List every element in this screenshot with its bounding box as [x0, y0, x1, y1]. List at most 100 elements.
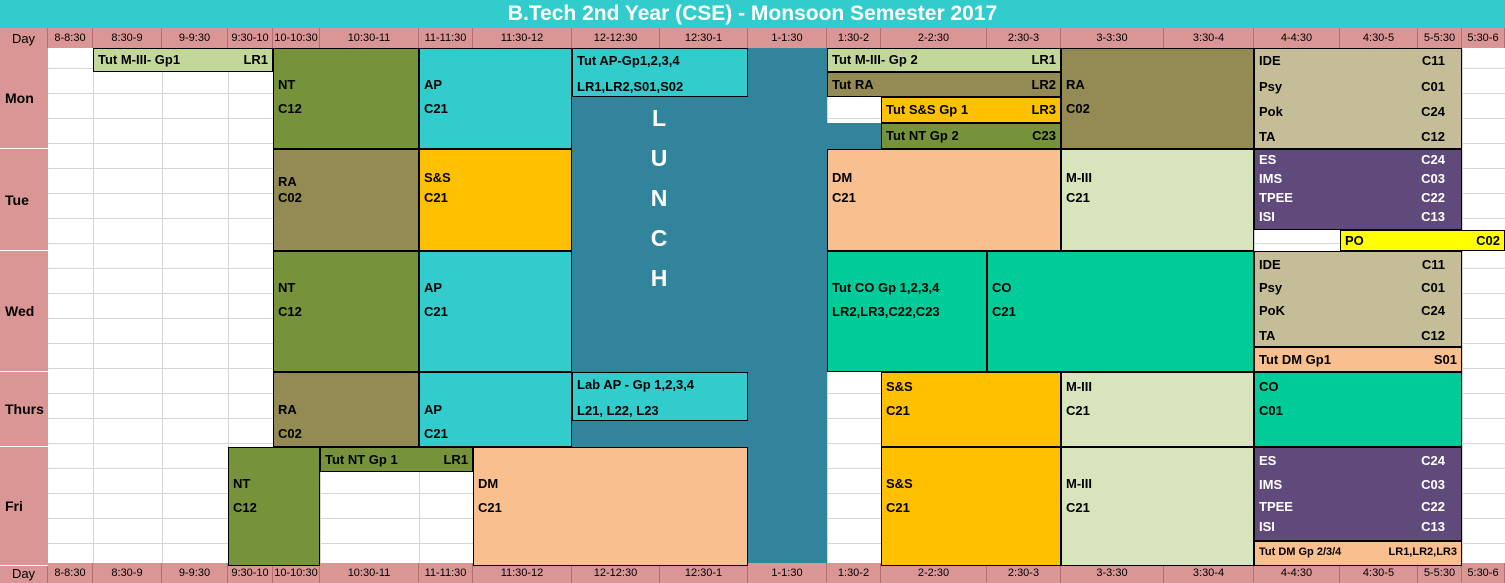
- course-block-label: AP: [424, 280, 443, 295]
- elective-room: C22: [1421, 190, 1445, 205]
- tut-block-label: Tut CO Gp 1,2,3,4: [832, 280, 940, 295]
- elective-room: C03: [1421, 171, 1445, 186]
- course-block-room: C21: [1066, 403, 1090, 418]
- course-block-room: C21: [424, 190, 448, 205]
- course-block-label: RA: [278, 174, 297, 189]
- elective-name: Psy: [1259, 79, 1283, 94]
- tut-block: Tut M-III- Gp1 LR1: [93, 48, 273, 72]
- gridline: [1462, 48, 1463, 566]
- day-label: Mon: [0, 48, 48, 149]
- elective-name: Pok: [1259, 104, 1283, 119]
- tut-block-room: C23: [1032, 128, 1056, 143]
- tut-block: Tut NT Gp 1 LR1: [320, 447, 473, 472]
- course-block-room: C21: [424, 304, 448, 319]
- day-label: Tue: [0, 149, 48, 251]
- tut-block-label: Tut S&S Gp 1: [886, 102, 969, 117]
- lunch-letter: N: [650, 185, 668, 211]
- elective-room: C12: [1421, 328, 1445, 343]
- course-block: CO C21: [987, 251, 1254, 372]
- course-block-room: C12: [278, 101, 302, 116]
- time-slot-header: 12:30-1: [660, 28, 748, 48]
- tut-block: Tut DM Gp1 S01: [1254, 347, 1462, 372]
- time-slot-header: 9-9:30: [162, 28, 228, 48]
- tut-block-room: S01: [1433, 351, 1457, 367]
- time-slot-header: 4:30-5: [1340, 563, 1418, 583]
- tut-block-label: Tut M-III- Gp1: [98, 52, 181, 67]
- tut-block-room: LR1: [243, 52, 268, 67]
- elective-name: PoK: [1259, 303, 1285, 318]
- elective-room: C24: [1421, 104, 1445, 119]
- po-block: PO C02: [1340, 230, 1505, 251]
- time-slot-header: 2:30-3: [987, 28, 1061, 48]
- course-block-room: C21: [424, 426, 448, 441]
- time-slot-header: 3-3:30: [1061, 28, 1164, 48]
- elective-name: IDE: [1259, 53, 1281, 68]
- time-slot-header: 12-12:30: [572, 28, 660, 48]
- day-column-header: Day: [0, 28, 48, 48]
- course-block-room: C21: [424, 101, 448, 116]
- lunch-letter: C: [650, 225, 668, 251]
- tut-block-room: LR1,LR2,LR3: [1388, 545, 1457, 558]
- course-block-room: C12: [233, 500, 257, 515]
- time-slot-header: 5-5:30: [1418, 563, 1462, 583]
- elective-name: ISI: [1259, 209, 1275, 224]
- elective-room: C01: [1421, 79, 1445, 94]
- lunch-band: [572, 97, 748, 123]
- time-slot-header: 10-10:30: [273, 563, 320, 583]
- tut-block-label: Tut M-III- Gp 2: [832, 52, 918, 67]
- time-slot-header: 5:30-6: [1462, 28, 1505, 48]
- lab-block-label: Lab AP - Gp 1,2,3,4: [577, 377, 695, 392]
- tut-block: Tut DM Gp 2/3/4 LR1,LR2,LR3: [1254, 541, 1462, 566]
- course-block-label: DM: [478, 476, 499, 491]
- elective-room: C24: [1421, 152, 1445, 167]
- course-block: DM C21: [827, 149, 1061, 251]
- time-slot-header: 2-2:30: [881, 563, 987, 583]
- elective-name: TA: [1259, 328, 1276, 343]
- electives-block: ES C24 IMS C03 TPEE C22 ISI C13: [1254, 447, 1462, 541]
- time-slot-header: 3:30-4: [1164, 28, 1254, 48]
- elective-room: C24: [1421, 453, 1445, 468]
- time-slot-header: 9-9:30: [162, 563, 228, 583]
- course-block: CO C01: [1254, 372, 1462, 447]
- time-slot-header: 5-5:30: [1418, 28, 1462, 48]
- tut-block: Tut NT Gp 2 C23: [881, 123, 1061, 149]
- elective-room: C03: [1421, 477, 1445, 492]
- time-slot-header: 4-4:30: [1254, 28, 1340, 48]
- course-block-label: S&S: [886, 476, 913, 491]
- elective-name: ES: [1259, 152, 1277, 167]
- day-label: Thurs: [0, 372, 48, 447]
- page-title: B.Tech 2nd Year (CSE) - Monsoon Semester…: [0, 0, 1505, 28]
- course-block-room: C21: [1066, 500, 1090, 515]
- course-block-room: C21: [478, 500, 502, 515]
- elective-room: C13: [1421, 519, 1445, 534]
- time-slot-header: 8-8:30: [48, 563, 93, 583]
- course-block: RA C02: [273, 149, 419, 251]
- time-slot-header: 11:30-12: [473, 563, 572, 583]
- course-block-room: C21: [886, 403, 910, 418]
- course-block-label: CO: [1259, 379, 1279, 394]
- electives-block: IDE C11 Psy C01 Pok C24 TA C12: [1254, 48, 1462, 149]
- time-slot-header: 10:30-11: [320, 28, 419, 48]
- time-slot-header: 12:30-1: [660, 563, 748, 583]
- time-slot-header: 8:30-9: [93, 28, 162, 48]
- elective-name: ISI: [1259, 519, 1275, 534]
- course-block-label: NT: [278, 280, 296, 295]
- time-slot-header: 5:30-6: [1462, 563, 1505, 583]
- tut-block-room: LR1,LR2,S01,S02: [577, 79, 684, 94]
- course-block-label: NT: [233, 476, 251, 491]
- lunch-letter: L: [651, 105, 667, 131]
- time-slot-header: 4-4:30: [1254, 563, 1340, 583]
- time-slot-header: 10-10:30: [273, 28, 320, 48]
- day-column-header: Day: [0, 563, 48, 583]
- elective-name: TPEE: [1259, 499, 1293, 514]
- elective-room: C11: [1421, 53, 1445, 68]
- time-slot-header: 9:30-10: [228, 28, 273, 48]
- course-block: S&S C21: [419, 149, 572, 251]
- time-slot-header: 11:30-12: [473, 28, 572, 48]
- tut-block-label: Tut RA: [832, 76, 874, 92]
- gridline: [228, 48, 229, 566]
- tut-block-label: Tut DM Gp1: [1259, 351, 1331, 367]
- course-block: NT C12: [273, 48, 419, 149]
- day-label: Fri: [0, 447, 48, 566]
